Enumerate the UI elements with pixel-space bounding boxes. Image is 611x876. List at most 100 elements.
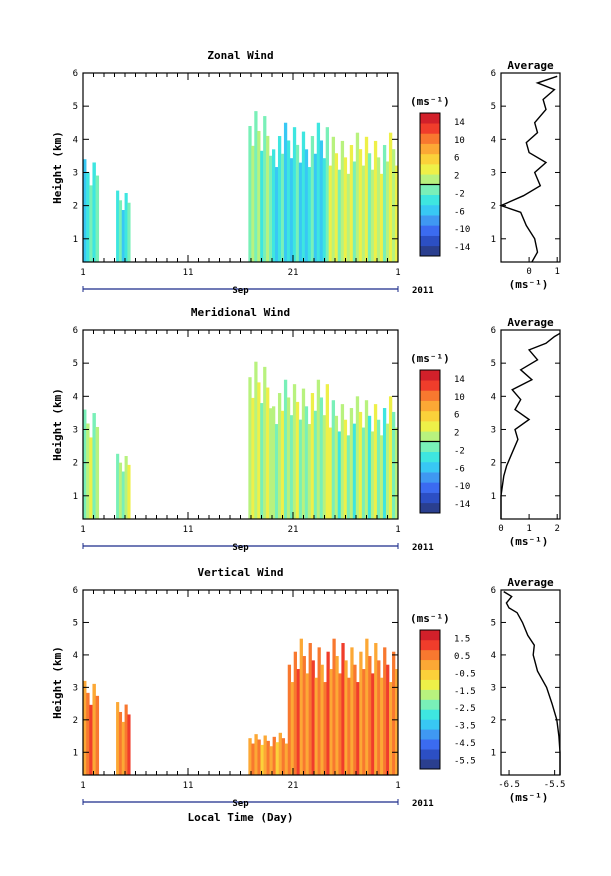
data-strip: [266, 135, 270, 262]
data-strip: [280, 410, 285, 519]
data-strip: [127, 202, 131, 262]
data-strip: [121, 721, 125, 775]
data-strip: [83, 409, 87, 519]
colorbar-segment: [420, 472, 440, 483]
x-tick-label: 21: [288, 781, 299, 791]
data-strip: [89, 185, 93, 262]
data-strip: [322, 415, 327, 519]
average-title: Average: [507, 59, 554, 72]
colorbar-unit: (ms⁻¹): [410, 612, 450, 625]
data-strip: [95, 695, 100, 775]
data-strip: [287, 664, 292, 775]
y-axis-label: Height (km): [51, 388, 64, 461]
colorbar-segment: [420, 133, 440, 144]
colorbar-segment: [420, 421, 440, 432]
data-strip: [263, 116, 267, 262]
data-strip: [263, 366, 267, 519]
data-strip: [248, 125, 252, 263]
colorbar-tick-label: 10: [454, 393, 465, 403]
average-y-tick-label: 1: [491, 748, 496, 758]
data-strip: [89, 437, 93, 519]
data-strip: [373, 404, 378, 519]
data-strip: [370, 169, 375, 262]
data-strip: [283, 122, 288, 262]
data-strip: [307, 424, 312, 519]
y-tick-label: 1: [73, 748, 78, 758]
colorbar-tick-label: -2.5: [454, 704, 476, 714]
average-y-tick-label: 4: [491, 651, 496, 661]
colorbar-segment: [420, 204, 440, 216]
colorbar-tick-label: -5.5: [454, 756, 476, 766]
average-y-tick-label: 3: [491, 168, 496, 178]
data-strip: [338, 673, 342, 775]
colorbar-tick-label: -2: [454, 446, 465, 456]
colorbar-segment: [420, 630, 440, 641]
data-strip: [286, 140, 291, 262]
x-axis-label: Local Time (Day): [188, 811, 294, 824]
data-strip: [367, 415, 372, 519]
colorbar-tick-label: 14: [454, 375, 465, 385]
year-label: 2011: [412, 543, 434, 553]
data-strip: [391, 411, 396, 519]
data-strip: [376, 419, 381, 519]
data-strip: [344, 660, 348, 775]
colorbar-segment: [420, 113, 440, 124]
colorbar-segment: [420, 245, 440, 257]
data-strip: [92, 162, 96, 262]
data-strip: [350, 647, 354, 775]
data-strip: [352, 423, 357, 519]
chart-title: Vertical Wind: [197, 566, 283, 579]
data-strip: [257, 739, 261, 775]
colorbar-tick-label: 6: [454, 411, 459, 421]
colorbar-segment: [420, 235, 440, 247]
data-strip: [301, 388, 306, 519]
data-strip: [322, 158, 327, 262]
average-y-tick-label: 2: [491, 202, 496, 212]
colorbar-segment: [420, 482, 440, 493]
data-strip: [251, 145, 255, 262]
data-strip: [116, 453, 120, 519]
data-strip: [124, 456, 128, 519]
data-strip: [302, 656, 306, 775]
y-tick-label: 5: [73, 359, 78, 369]
data-strip: [274, 424, 279, 519]
colorbar-segment: [420, 164, 440, 175]
colorbar-unit: (ms⁻¹): [410, 352, 450, 365]
data-strip: [298, 162, 303, 262]
data-strip: [95, 175, 100, 262]
data-strip: [364, 136, 369, 262]
average-y-tick-label: 6: [491, 69, 496, 79]
data-strip: [280, 153, 285, 262]
average-y-tick-label: 5: [491, 102, 496, 112]
data-strip: [298, 419, 303, 519]
data-strip: [118, 200, 123, 262]
data-strip: [353, 664, 357, 775]
data-strip: [325, 127, 329, 263]
average-x-tick-label: 1: [526, 524, 531, 534]
colorbar-segment: [420, 400, 440, 412]
data-strip: [346, 435, 351, 519]
data-strip: [337, 431, 342, 519]
data-strip: [319, 397, 324, 519]
month-label: Sep: [232, 799, 249, 809]
data-strip: [356, 682, 360, 775]
average-y-tick-label: 2: [491, 459, 496, 469]
average-x-tick-label: 0: [526, 267, 531, 277]
data-strip: [308, 643, 312, 775]
average-x-tick-label: 2: [554, 524, 559, 534]
data-strip: [274, 167, 279, 262]
data-strip: [394, 427, 399, 519]
data-strip: [89, 704, 93, 775]
colorbar-tick-label: -6: [454, 464, 465, 474]
average-y-tick-label: 4: [491, 392, 496, 402]
x-tick-label: 11: [183, 781, 194, 791]
colorbar-segment: [420, 441, 440, 453]
average-y-tick-label: 3: [491, 425, 496, 435]
data-strip: [254, 361, 258, 519]
data-strip: [127, 714, 131, 775]
colorbar-tick-label: -3.5: [454, 722, 476, 732]
data-strip: [386, 664, 390, 775]
colorbar-tick-label: 1.5: [454, 635, 470, 645]
